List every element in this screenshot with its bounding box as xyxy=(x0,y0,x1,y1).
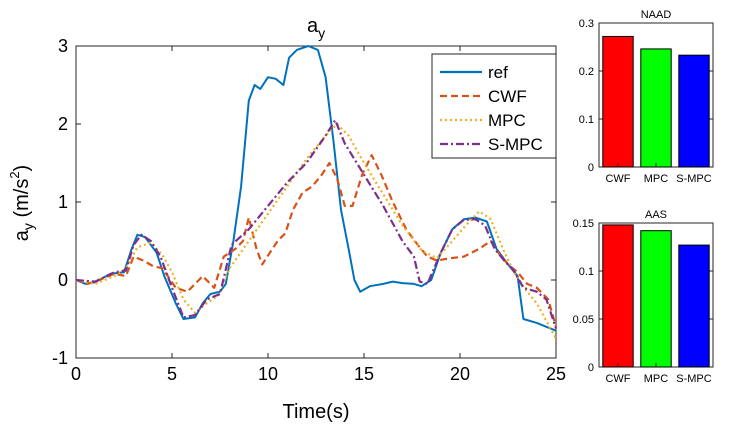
bar-mpc xyxy=(640,230,672,368)
bar-cwf xyxy=(602,224,634,368)
legend-label-mpc: MPC xyxy=(488,111,526,130)
bar-y-tick-label: 0 xyxy=(588,162,594,174)
bar-y-tick-label: 0.1 xyxy=(579,114,594,126)
x-tick-label: 20 xyxy=(450,364,470,384)
bar-y-tick-label: 0.2 xyxy=(579,66,594,78)
legend-label-ref: ref xyxy=(488,63,508,82)
bar-y-tick-label: 0.15 xyxy=(573,218,594,230)
bar-y-tick-label: 0.05 xyxy=(573,314,594,326)
bar-x-tick-label: S-MPC xyxy=(676,373,712,385)
bar-y-tick-label: 0.3 xyxy=(579,18,594,30)
x-tick-label: 10 xyxy=(258,364,278,384)
bar-s-mpc xyxy=(678,54,710,168)
y-tick-label: 1 xyxy=(58,192,68,212)
bar-x-tick-label: S-MPC xyxy=(676,173,712,185)
x-tick-label: 5 xyxy=(167,364,177,384)
legend-label-cwf: CWF xyxy=(488,87,527,106)
bar-chart-title: NAAD xyxy=(641,9,672,21)
aas-bar-chart: 0 0.05 0.1 0.15 CWF MPC S-MPC AAS xyxy=(573,209,714,385)
legend: ref CWF MPC S-MPC xyxy=(431,53,557,159)
series-lines xyxy=(75,45,558,340)
bar-y-tick-label: 0.1 xyxy=(579,266,594,278)
bar-chart-title: AAS xyxy=(645,209,667,221)
y-tick-label: 0 xyxy=(58,270,68,290)
bar-x-tick-label: CWF xyxy=(605,373,630,385)
bar-s-mpc xyxy=(678,244,710,368)
x-tick-label: 15 xyxy=(354,364,374,384)
bar-x-tick-label: MPC xyxy=(644,373,669,385)
x-tick-label: 25 xyxy=(546,364,566,384)
y-tick-label: 2 xyxy=(58,114,68,134)
y-tick-label: 3 xyxy=(58,36,68,56)
naad-bar-chart: 0 0.1 0.2 0.3 CWF MPC S-MPC NAAD xyxy=(579,9,714,185)
bar-x-tick-label: CWF xyxy=(605,173,630,185)
series-line-cwf xyxy=(75,154,558,328)
x-axis-label: Time(s) xyxy=(282,401,349,423)
legend-label-s-mpc: S-MPC xyxy=(488,135,543,154)
bar-mpc xyxy=(640,48,672,168)
bar-y-tick-label: 0 xyxy=(588,362,594,374)
x-tick-label: 0 xyxy=(71,364,81,384)
bar-x-tick-label: MPC xyxy=(644,173,669,185)
y-axis-label: ay (m/s2) xyxy=(7,165,36,241)
y-tick-label: -1 xyxy=(52,348,68,368)
bar-cwf xyxy=(602,35,634,168)
chart-title: ay xyxy=(307,15,325,41)
